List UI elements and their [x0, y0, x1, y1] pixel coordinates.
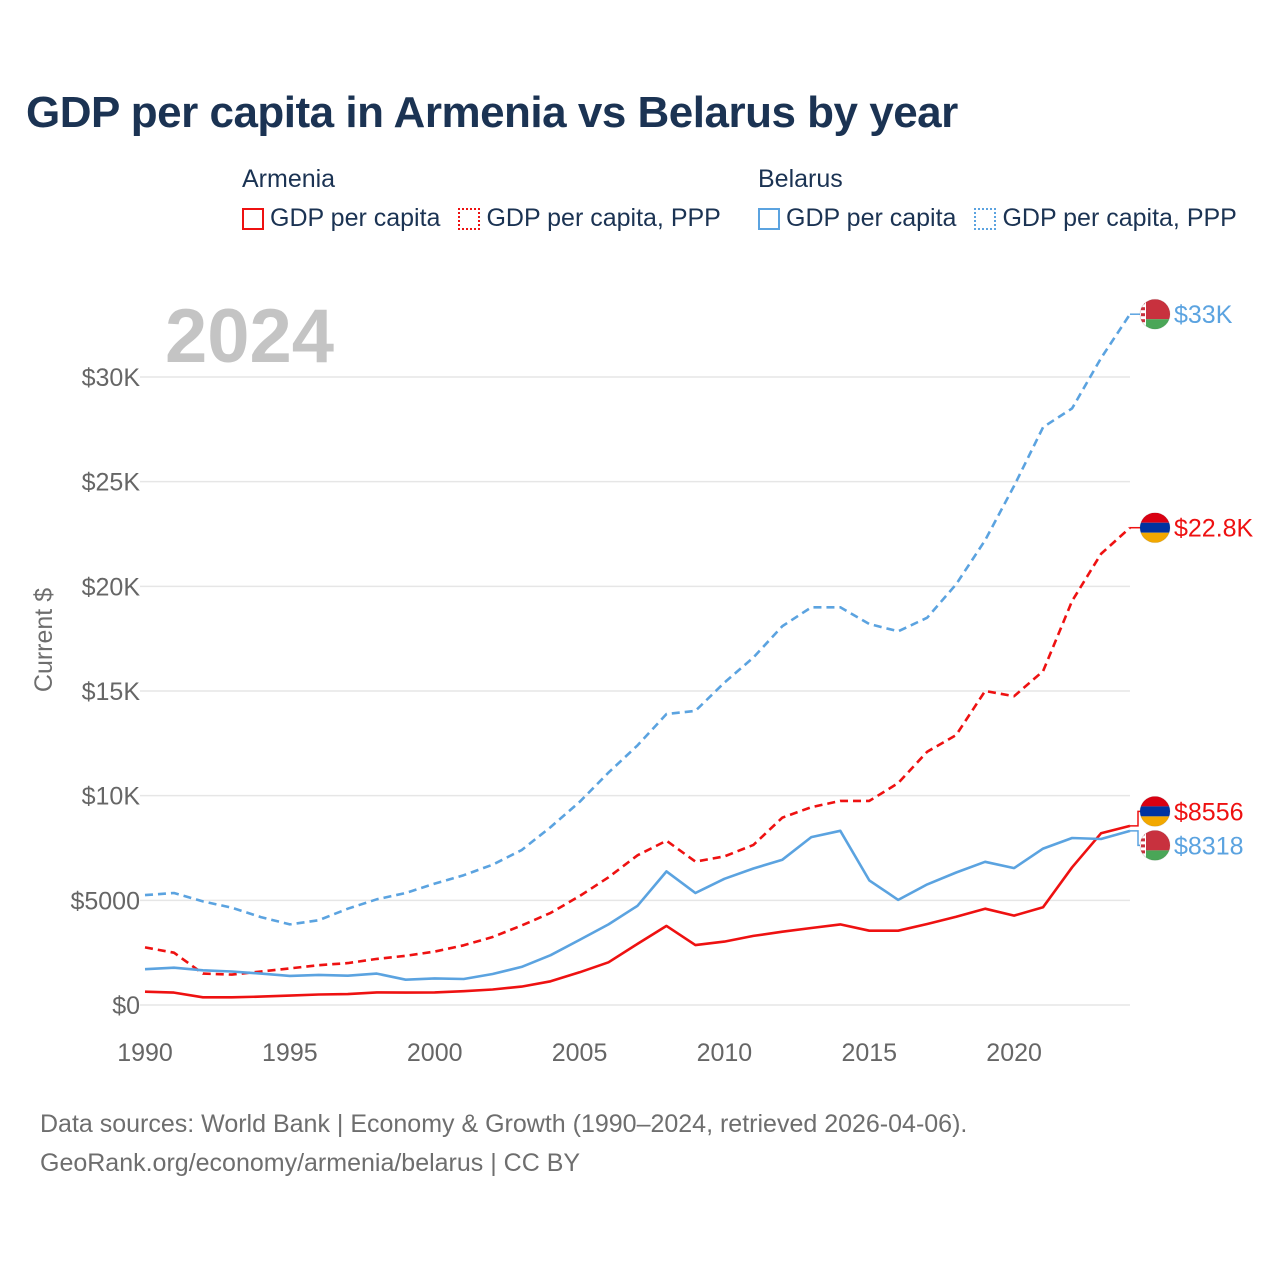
chart-title: GDP per capita in Armenia vs Belarus by …	[26, 88, 958, 137]
series-line-belarus-gdp-per-capita-ppp[interactable]	[144, 313, 1132, 926]
legend-country-belarus: Belarus	[758, 165, 843, 193]
end-value-label: $33K	[1174, 301, 1233, 329]
y-tick-label: $10K	[82, 783, 141, 811]
end-label-belarus-gdp-per-capita: $8318	[1130, 829, 1244, 861]
x-tick-label: 2005	[552, 1039, 608, 1067]
legend-label-belarus-ppp: GDP per capita, PPP	[1002, 204, 1237, 232]
legend-armenia: Armenia GDP per capita GDP per capita, P…	[242, 162, 721, 233]
end-value-label: $22.8K	[1174, 515, 1254, 543]
grid-layer	[140, 376, 1130, 1006]
x-tick-label: 2020	[986, 1039, 1042, 1067]
legend-country-armenia: Armenia	[242, 165, 336, 193]
y-tick-label: $5000	[70, 887, 140, 915]
data-sources: Data sources: World Bank | Economy & Gro…	[40, 1105, 967, 1183]
legend-belarus: Belarus GDP per capita GDP per capita, P…	[758, 162, 1237, 233]
series-line-armenia-gdp-per-capita[interactable]	[144, 824, 1131, 999]
legend-item-armenia-gdp[interactable]: GDP per capita	[242, 204, 440, 233]
y-tick-label: $15K	[82, 678, 141, 706]
x-tick-label: 1990	[117, 1039, 173, 1067]
end-label-belarus-gdp-per-capita-ppp: $33K	[1130, 298, 1233, 330]
legend-swatch-armenia-gdp	[242, 207, 264, 230]
sources-line-2[interactable]: GeoRank.org/economy/armenia/belarus | CC…	[40, 1149, 581, 1177]
x-tick-label: 1995	[262, 1039, 318, 1067]
axis-layer: $0 $5000 $10K $15K $20K $25K $30K 1990 1995 2000 2…	[70, 364, 1041, 1067]
legend-label-armenia-gdp: GDP per capita	[270, 204, 441, 232]
legend-item-belarus-ppp[interactable]: GDP per capita, PPP	[974, 204, 1237, 233]
armenia-flag-icon	[1140, 512, 1170, 543]
end-label-leader	[1130, 810, 1141, 827]
y-tick-label: $20K	[82, 573, 141, 601]
year-watermark: 2024	[165, 294, 334, 379]
legend-label-belarus-gdp: GDP per capita	[786, 204, 957, 232]
end-label-armenia-gdp-per-capita: $8556	[1130, 795, 1244, 827]
series-line-armenia-gdp-per-capita-ppp[interactable]	[144, 526, 1131, 976]
legend-label-armenia-ppp: GDP per capita, PPP	[486, 204, 721, 232]
x-tick-label: 2010	[697, 1039, 753, 1067]
belarus-flag-icon	[1140, 299, 1170, 330]
x-tick-label: 2000	[407, 1039, 463, 1067]
end-value-label: $8556	[1174, 798, 1244, 826]
y-tick-label: $0	[112, 992, 140, 1020]
legend-swatch-belarus-gdp	[758, 207, 780, 230]
end-label-armenia-gdp-per-capita-ppp: $22.8K	[1130, 512, 1254, 544]
x-tick-label: 2015	[841, 1039, 897, 1067]
end-value-label: $8318	[1174, 832, 1244, 860]
y-tick-label: $25K	[82, 469, 141, 497]
y-tick-label: $30K	[82, 364, 141, 392]
y-axis-label: Current $	[30, 588, 58, 692]
legend-item-armenia-ppp[interactable]: GDP per capita, PPP	[458, 204, 721, 233]
series-layer	[144, 313, 1132, 999]
armenia-flag-icon	[1140, 796, 1170, 827]
legend-swatch-armenia-ppp	[458, 207, 481, 230]
legend-item-belarus-gdp[interactable]: GDP per capita	[758, 204, 956, 233]
legend-swatch-belarus-ppp	[974, 207, 997, 230]
sources-line-1: Data sources: World Bank | Economy & Gro…	[40, 1110, 968, 1138]
series-line-belarus-gdp-per-capita[interactable]	[144, 829, 1131, 982]
end-label-layer: $33K $22.8K $8556 $8318	[1130, 298, 1254, 861]
end-label-leader	[1130, 830, 1141, 847]
